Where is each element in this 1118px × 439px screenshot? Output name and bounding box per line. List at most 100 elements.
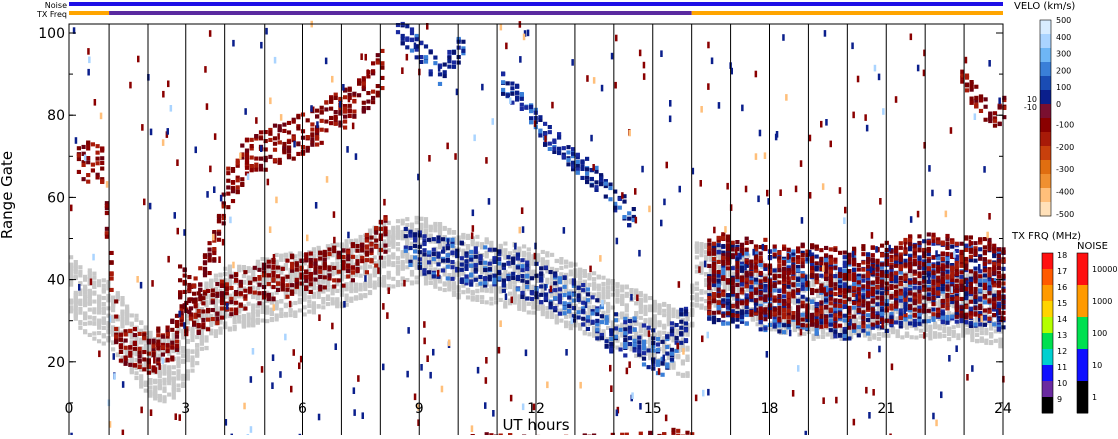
scatter-cell-116 [92, 291, 96, 295]
scatter-cell-4304 [254, 168, 258, 172]
scatter-cell-539 [190, 327, 194, 331]
scatter-cell-3886 [975, 339, 979, 343]
scatter-cell-4449 [343, 115, 347, 119]
scatter-cell-4868 [970, 97, 974, 101]
scatter-cell-4058 [114, 299, 118, 303]
scatter-cell-4134 [156, 346, 160, 350]
scatter-cell-4598 [229, 300, 233, 304]
scatter-cell-4447 [343, 126, 347, 130]
scatter-cell-4014 [86, 146, 90, 150]
scatter-cell-4880 [984, 97, 988, 101]
scatter-cell-11 [69, 299, 73, 303]
scatter-cell-4668 [276, 266, 280, 270]
scatter-cell-2454 [639, 316, 643, 320]
scatter-cell-4464 [352, 92, 356, 96]
scatter-cell-1270 [363, 294, 367, 298]
scatter-cell-738 [237, 320, 241, 324]
scatter-cell-1672 [457, 293, 461, 297]
scatter-cell-1387 [391, 284, 395, 288]
scatter-cell-814 [256, 286, 260, 290]
scatter-cell-4793 [351, 255, 355, 259]
scatter-cell-4410 [320, 141, 324, 145]
scatter-cell-807 [256, 309, 260, 313]
scatter-cell-2377 [620, 302, 624, 306]
scatter-cell-1257 [359, 235, 363, 239]
scatter-cell-2552 [662, 309, 666, 313]
scatter-cell-2215 [583, 269, 587, 273]
scatter-cell-1585 [438, 287, 442, 291]
scatter-cell-4251 [222, 204, 226, 208]
scatter-cell-1776 [480, 296, 484, 300]
scatter-cell-4891 [993, 124, 997, 128]
scatter-cell-4141 [161, 345, 165, 349]
scatter-cell-4890 [993, 111, 997, 115]
scatter-cell-3810 [956, 333, 960, 337]
scatter-cell-4815 [365, 253, 369, 257]
scatter-cell-4632 [257, 301, 261, 305]
scatter-cell-2478 [643, 299, 647, 303]
scatter-cell-4584 [220, 283, 224, 287]
scatter-cell-2415 [629, 288, 633, 292]
scatter-cell-1632 [447, 287, 451, 291]
scatter-cell-2305 [606, 285, 610, 289]
scatter-cell-1255 [359, 274, 363, 278]
scatter-cell-1875 [503, 248, 507, 252]
scatter-cell-4677 [285, 259, 289, 263]
scatter-cell-39 [74, 309, 78, 313]
scatter-cell-1448 [405, 217, 409, 221]
scatter-cell-4150 [166, 326, 170, 330]
scatter-cell-4011 [86, 180, 90, 184]
scatter-cell-4650 [267, 282, 271, 286]
scatter-cell-4019 [91, 163, 95, 167]
scatter-cell-4759 [332, 278, 336, 282]
scatter-cell-4300 [250, 138, 254, 142]
scatter-cell-1177 [340, 287, 344, 291]
scatter-cell-4638 [262, 291, 266, 295]
scatter-cell-2137 [564, 265, 568, 269]
scatter-cell-4602 [234, 292, 238, 296]
scatter-cell-4495 [376, 61, 380, 65]
scatter-cell-523 [190, 338, 194, 342]
scatter-cell-2150 [569, 272, 573, 276]
scatter-cell-79 [83, 311, 87, 315]
scatter-cell-4170 [175, 324, 179, 328]
scatter-cell-114 [92, 337, 96, 341]
scatter-cell-3785 [952, 325, 956, 329]
scatter-cell-1558 [429, 225, 433, 229]
scatter-cell-2473 [643, 318, 647, 322]
scatter-cell-4373 [296, 142, 300, 146]
scatter-cell-4094 [138, 355, 142, 359]
scatter-cell-199 [111, 308, 115, 312]
scatter-cell-2439 [634, 331, 638, 335]
scatter-cell-4216 [203, 271, 207, 275]
scatter-cell-4696 [295, 284, 299, 288]
scatter-cell-4875 [974, 96, 978, 100]
scatter-cell-77 [83, 297, 87, 301]
scatter-cell-2482 [648, 296, 652, 300]
scatter-cell-4816 [365, 233, 369, 237]
scatter-cell-1527 [424, 224, 428, 228]
scatter-cell-135 [97, 326, 101, 330]
scatter-cell-4731 [313, 267, 317, 271]
scatter-cell-4320 [264, 147, 268, 151]
scatter-cell-193 [111, 347, 115, 351]
scatter-cell-379 [153, 388, 157, 392]
scatter-cell-4277 [240, 144, 244, 148]
scatter-cell-1371 [387, 271, 391, 275]
scatter-cell-4219 [203, 267, 207, 271]
scatter-cell-2712 [699, 244, 703, 248]
scatter-cell-1101 [326, 302, 330, 306]
scatter-cell-138 [97, 319, 101, 323]
scatter-cell-2470 [643, 308, 647, 312]
scatter-cell-4861 [965, 74, 969, 78]
scatter-cell-2514 [653, 320, 657, 324]
scatter-cell-4572 [215, 312, 219, 316]
scatter-cell-1896 [508, 251, 512, 255]
scatter-cell-352 [148, 394, 152, 398]
scatter-cell-3719 [933, 321, 937, 325]
scatter-cell-196 [111, 319, 115, 323]
scatter-cell-4359 [287, 130, 291, 134]
scatter-cell-2239 [587, 332, 591, 336]
scatter-cell-424 [167, 393, 171, 397]
